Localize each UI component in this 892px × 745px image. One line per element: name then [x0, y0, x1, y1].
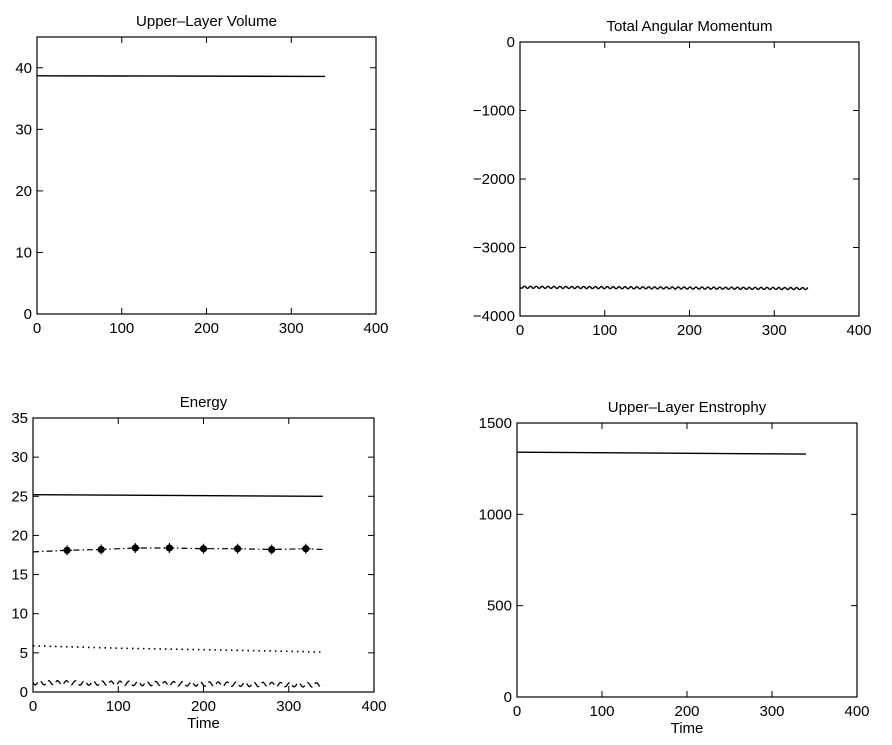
y-tick-label: 30 — [11, 449, 28, 466]
x-tick-label: 400 — [844, 703, 869, 720]
y-tick-label: 5 — [20, 645, 28, 662]
y-tick-label: 20 — [15, 183, 32, 200]
panel-2: Total Angular Momentum 0 100 200 300 400 −4000… — [473, 18, 872, 339]
y-tick-label: 30 — [15, 121, 32, 138]
series-4-line — [32, 679, 324, 688]
y-tick-label: 1500 — [479, 415, 512, 432]
chart-title: Total Angular Momentum — [607, 18, 773, 35]
x-tick-label: 0 — [33, 320, 41, 337]
y-tick-label: 500 — [487, 598, 512, 615]
y-tick-label: −4000 — [473, 308, 515, 325]
x-tick-label: 100 — [589, 703, 614, 720]
x-axis-label: Time — [671, 720, 704, 737]
series-1-line — [516, 451, 807, 455]
y-tick-label: 10 — [11, 606, 28, 623]
x-tick-label: 200 — [191, 698, 216, 715]
y-tick-label: 15 — [11, 567, 28, 584]
y-tick-label: 20 — [11, 527, 28, 544]
x-tick-label: 200 — [674, 703, 699, 720]
y-tick-label: 0 — [507, 34, 515, 51]
series-1-line — [519, 285, 809, 291]
panel-3: Energy 0 100 200 300 400 0 5 10 15 20 25 30 35 Time — [11, 394, 386, 732]
y-tick-label: 35 — [11, 410, 28, 427]
chart-title: Upper–Layer Enstrophy — [608, 399, 767, 416]
series-3-line — [32, 645, 323, 653]
y-tick-label: 10 — [15, 244, 32, 261]
x-tick-label: 100 — [592, 322, 617, 339]
series-1-line — [36, 75, 326, 78]
axes-frame — [36, 36, 377, 315]
chart-title: Energy — [180, 394, 228, 411]
y-tick-label: 1000 — [479, 506, 512, 523]
x-tick-label: 0 — [513, 703, 521, 720]
panel-1: Upper–Layer Volume 0 100 200 300 400 0 10 20 30 40 — [15, 13, 388, 337]
axes-frame — [32, 417, 375, 693]
x-tick-label: 0 — [516, 322, 524, 339]
x-tick-label: 0 — [29, 698, 37, 715]
x-tick-label: 300 — [279, 320, 304, 337]
y-tick-label: 0 — [20, 684, 28, 701]
x-tick-label: 400 — [846, 322, 871, 339]
y-tick-label: −1000 — [473, 103, 515, 120]
x-tick-label: 100 — [109, 320, 134, 337]
y-tick-label: 40 — [15, 60, 32, 77]
x-tick-label: 100 — [106, 698, 131, 715]
x-tick-label: 300 — [276, 698, 301, 715]
x-tick-label: 200 — [194, 320, 219, 337]
x-tick-label: 200 — [677, 322, 702, 339]
axes-frame — [516, 422, 858, 698]
x-axis-label: Time — [187, 715, 220, 732]
chart-title: Upper–Layer Volume — [136, 13, 277, 30]
series-1-line — [32, 494, 323, 497]
x-tick-label: 400 — [361, 698, 386, 715]
y-tick-label: −2000 — [473, 171, 515, 188]
y-tick-label: 25 — [11, 488, 28, 505]
x-tick-label: 400 — [363, 320, 388, 337]
y-tick-label: 0 — [24, 306, 32, 323]
series-2-line — [32, 547, 323, 553]
x-tick-label: 300 — [762, 322, 787, 339]
x-tick-label: 300 — [759, 703, 784, 720]
y-tick-label: 0 — [504, 689, 512, 706]
panel-4: Upper–Layer Enstrophy 0 100 200 300 400 0 500 10… — [479, 399, 870, 737]
y-tick-label: −3000 — [473, 240, 515, 257]
axes-frame — [519, 41, 860, 317]
